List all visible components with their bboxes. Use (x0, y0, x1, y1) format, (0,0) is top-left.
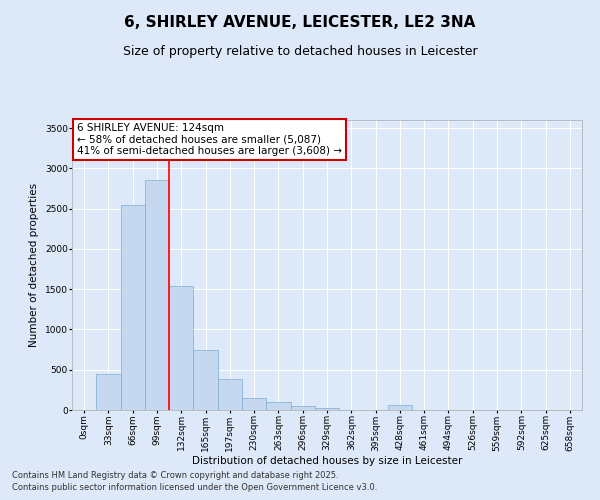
Text: 6, SHIRLEY AVENUE, LEICESTER, LE2 3NA: 6, SHIRLEY AVENUE, LEICESTER, LE2 3NA (124, 15, 476, 30)
Text: 6 SHIRLEY AVENUE: 124sqm
← 58% of detached houses are smaller (5,087)
41% of sem: 6 SHIRLEY AVENUE: 124sqm ← 58% of detach… (77, 123, 342, 156)
Bar (266, 402, 290, 410)
Text: Contains public sector information licensed under the Open Government Licence v3: Contains public sector information licen… (12, 484, 377, 492)
Y-axis label: Number of detached properties: Number of detached properties (29, 183, 39, 347)
Text: Size of property relative to detached houses in Leicester: Size of property relative to detached ho… (122, 45, 478, 58)
Bar (388, 405, 412, 410)
Bar (290, 406, 315, 410)
Bar (169, 286, 193, 410)
Bar (193, 350, 218, 410)
Bar (96, 374, 121, 410)
Bar (242, 398, 266, 410)
Bar (315, 408, 339, 410)
Bar (145, 180, 169, 410)
Bar (121, 206, 145, 410)
Bar (218, 380, 242, 410)
Text: Contains HM Land Registry data © Crown copyright and database right 2025.: Contains HM Land Registry data © Crown c… (12, 471, 338, 480)
X-axis label: Distribution of detached houses by size in Leicester: Distribution of detached houses by size … (192, 456, 462, 466)
